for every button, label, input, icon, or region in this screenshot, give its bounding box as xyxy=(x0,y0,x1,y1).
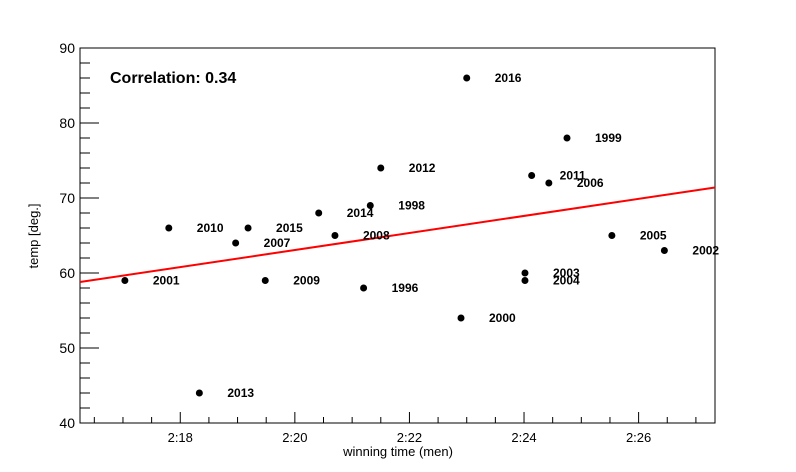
y-tick-label: 90 xyxy=(59,40,75,56)
y-tick-label: 70 xyxy=(59,190,75,206)
data-point xyxy=(360,284,368,292)
point-label: 2006 xyxy=(577,176,604,190)
point-label: 2008 xyxy=(363,229,390,243)
point-label: 2009 xyxy=(293,274,320,288)
x-tick-label: 2:18 xyxy=(168,430,193,445)
data-point xyxy=(366,202,374,209)
point-label: 2013 xyxy=(227,386,254,400)
point-label: 2012 xyxy=(409,161,436,175)
y-axis-label: temp [deg.] xyxy=(26,203,41,268)
point-label: 2015 xyxy=(276,221,303,235)
point-label: 2004 xyxy=(553,274,580,288)
point-label: 2003 xyxy=(553,266,580,280)
point-label: 2002 xyxy=(692,244,719,258)
point-label: 1999 xyxy=(595,131,622,145)
fit-line-layer xyxy=(79,186,716,283)
y-tick-label: 40 xyxy=(59,415,75,431)
fit-line xyxy=(79,186,716,283)
data-point xyxy=(315,209,323,217)
data-point xyxy=(165,224,173,232)
data-point xyxy=(232,239,240,247)
y-axis: 40 50 60 70 80 90 xyxy=(59,40,99,431)
point-label: 1996 xyxy=(392,281,419,295)
point-label: 2001 xyxy=(153,274,180,288)
point-label: 2007 xyxy=(264,236,291,250)
data-point xyxy=(660,247,668,254)
data-point xyxy=(521,277,529,284)
point-label: 2005 xyxy=(640,229,667,243)
data-point xyxy=(261,277,269,284)
data-point xyxy=(521,269,529,277)
point-label: 2011 xyxy=(560,169,586,183)
y-tick-label: 50 xyxy=(59,340,75,356)
x-tick-label: 2:26 xyxy=(626,430,651,445)
point-label: 2010 xyxy=(197,221,224,235)
data-point xyxy=(545,179,553,187)
data-point xyxy=(195,389,203,397)
point-label: 2016 xyxy=(495,71,522,85)
x-tick-label: 2:24 xyxy=(511,430,536,445)
y-tick-label: 60 xyxy=(59,265,75,281)
y-tick-label: 80 xyxy=(59,115,75,131)
data-point xyxy=(608,232,616,239)
data-point xyxy=(377,164,385,172)
data-point xyxy=(463,74,471,82)
data-point xyxy=(563,134,571,142)
x-tick-label: 2:20 xyxy=(282,430,307,445)
correlation-annotation: Correlation: 0.34 xyxy=(110,70,236,87)
x-tick-label: 2:22 xyxy=(397,430,422,445)
x-axis-label: winning time (men) xyxy=(342,444,453,459)
data-point xyxy=(457,314,465,322)
data-point xyxy=(121,277,129,284)
point-label: 2014 xyxy=(347,206,374,220)
point-label: 1998 xyxy=(398,199,425,213)
x-axis: 2:18 2:20 2:22 2:24 2:26 xyxy=(93,412,697,445)
data-point xyxy=(528,172,536,179)
data-point xyxy=(331,232,339,239)
point-label: 2000 xyxy=(489,311,516,325)
data-point xyxy=(244,224,252,232)
